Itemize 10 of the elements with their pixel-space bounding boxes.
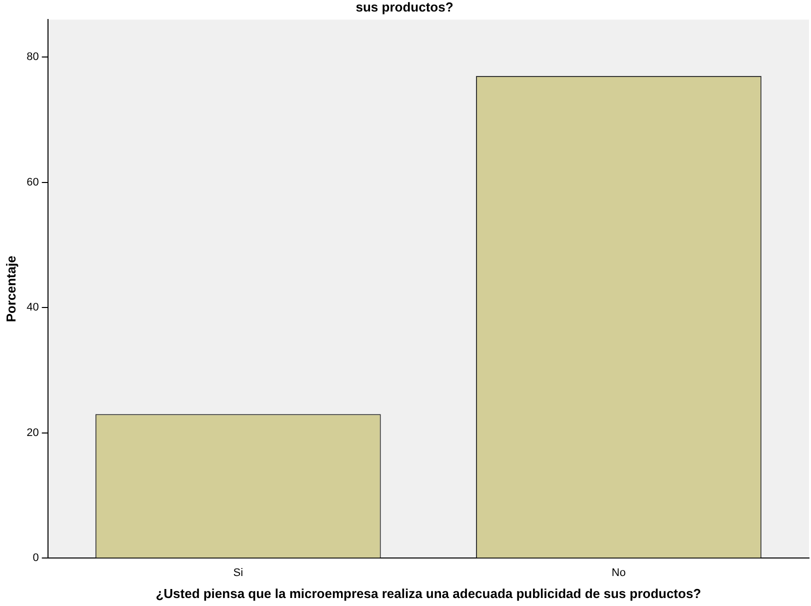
y-tick-label: 0 (32, 552, 39, 564)
x-axis-title: ¿Usted piensa que la microempresa realiza una adecuada publicidad de sus productos? (156, 586, 702, 601)
x-tick-label: No (612, 566, 626, 579)
x-tick-label: Si (233, 566, 244, 579)
chart-title: sus productos? (356, 0, 454, 14)
y-tick-label: 60 (26, 176, 39, 188)
y-axis-title: Porcentaje (3, 256, 18, 322)
y-tick-label: 40 (26, 302, 39, 314)
y-tick-label: 80 (26, 51, 39, 64)
y-tick-label: 20 (26, 426, 39, 439)
